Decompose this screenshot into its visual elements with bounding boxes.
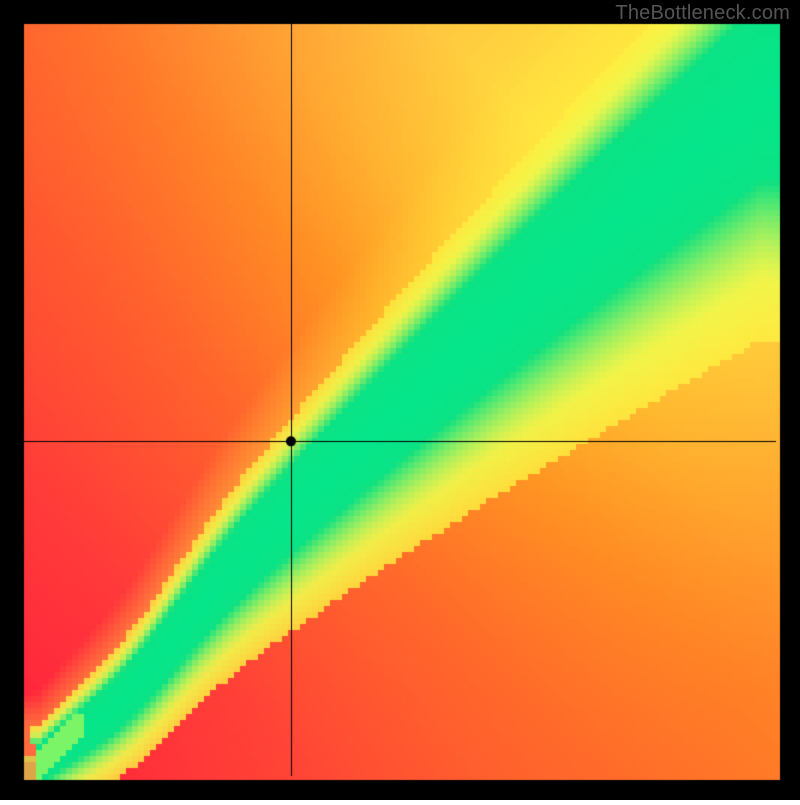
- chart-container: TheBottleneck.com: [0, 0, 800, 800]
- watermark-text: TheBottleneck.com: [615, 2, 790, 25]
- heatmap-canvas: [0, 0, 800, 800]
- canvas-wrap: [0, 0, 800, 805]
